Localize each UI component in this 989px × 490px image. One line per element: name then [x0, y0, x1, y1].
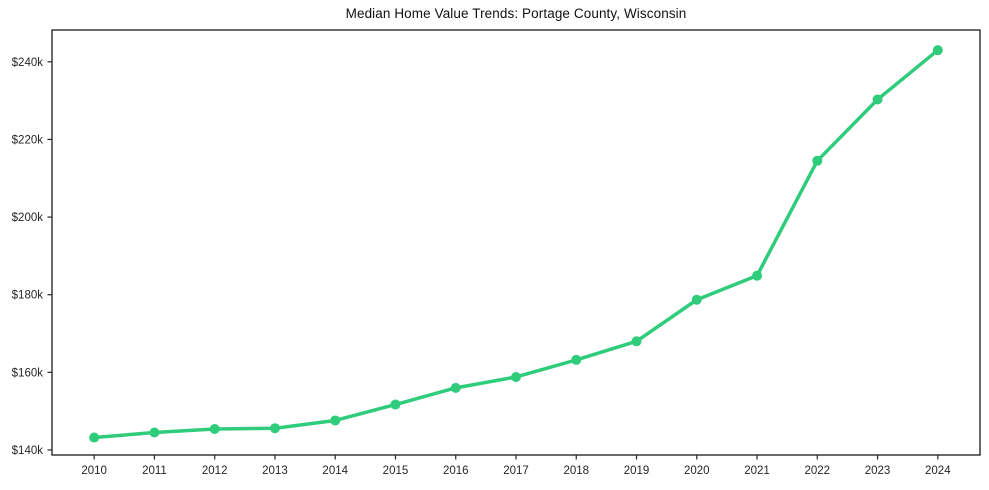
y-tick-label: $200k [12, 212, 44, 224]
data-point-marker [330, 415, 341, 426]
x-tick-label: 2013 [262, 465, 288, 477]
data-point-marker [872, 94, 883, 105]
x-tick-label: 2016 [443, 465, 469, 477]
data-point-marker [149, 427, 160, 438]
data-point-marker [631, 336, 642, 347]
plot-border [51, 29, 981, 456]
data-point-marker [812, 155, 823, 166]
y-tick-label: $220k [12, 134, 44, 146]
x-tick-label: 2014 [322, 465, 348, 477]
y-tick-label: $160k [12, 367, 44, 379]
y-tick-label: $140k [12, 445, 44, 457]
x-tick-label: 2021 [744, 465, 770, 477]
data-point-marker [209, 423, 220, 434]
data-point-marker [752, 270, 763, 281]
x-tick-label: 2022 [805, 465, 831, 477]
data-point-marker [511, 371, 521, 382]
chart-title: Median Home Value Trends: Portage County… [345, 6, 687, 21]
data-point-marker [691, 294, 702, 305]
x-tick-label: 2020 [684, 465, 710, 477]
y-tick-label: $180k [12, 290, 44, 302]
x-tick-label: 2024 [925, 465, 951, 477]
data-point-marker [89, 432, 100, 443]
data-point-marker [932, 45, 943, 56]
y-tick-label: $240k [12, 57, 44, 69]
x-tick-label: 2010 [81, 465, 107, 477]
x-tick-label: 2017 [503, 465, 529, 477]
x-tick-label: 2019 [624, 465, 650, 477]
data-point-marker [390, 399, 401, 410]
data-point-marker [269, 423, 280, 434]
x-tick-label: 2023 [865, 465, 891, 477]
x-tick-label: 2018 [563, 465, 589, 477]
x-tick-label: 2011 [142, 465, 167, 477]
data-point-marker [450, 382, 461, 393]
x-tick-label: 2012 [202, 465, 228, 477]
data-point-marker [571, 354, 582, 365]
x-tick-label: 2015 [383, 465, 409, 477]
